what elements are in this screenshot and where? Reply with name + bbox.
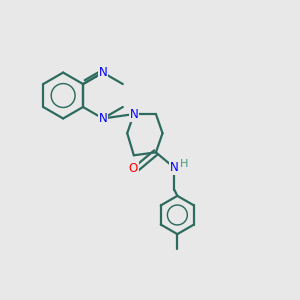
Text: N: N	[98, 112, 107, 125]
Text: H: H	[180, 159, 188, 169]
Text: N: N	[170, 161, 179, 174]
Text: N: N	[130, 108, 138, 121]
Text: N: N	[98, 66, 107, 79]
Text: O: O	[129, 162, 138, 175]
